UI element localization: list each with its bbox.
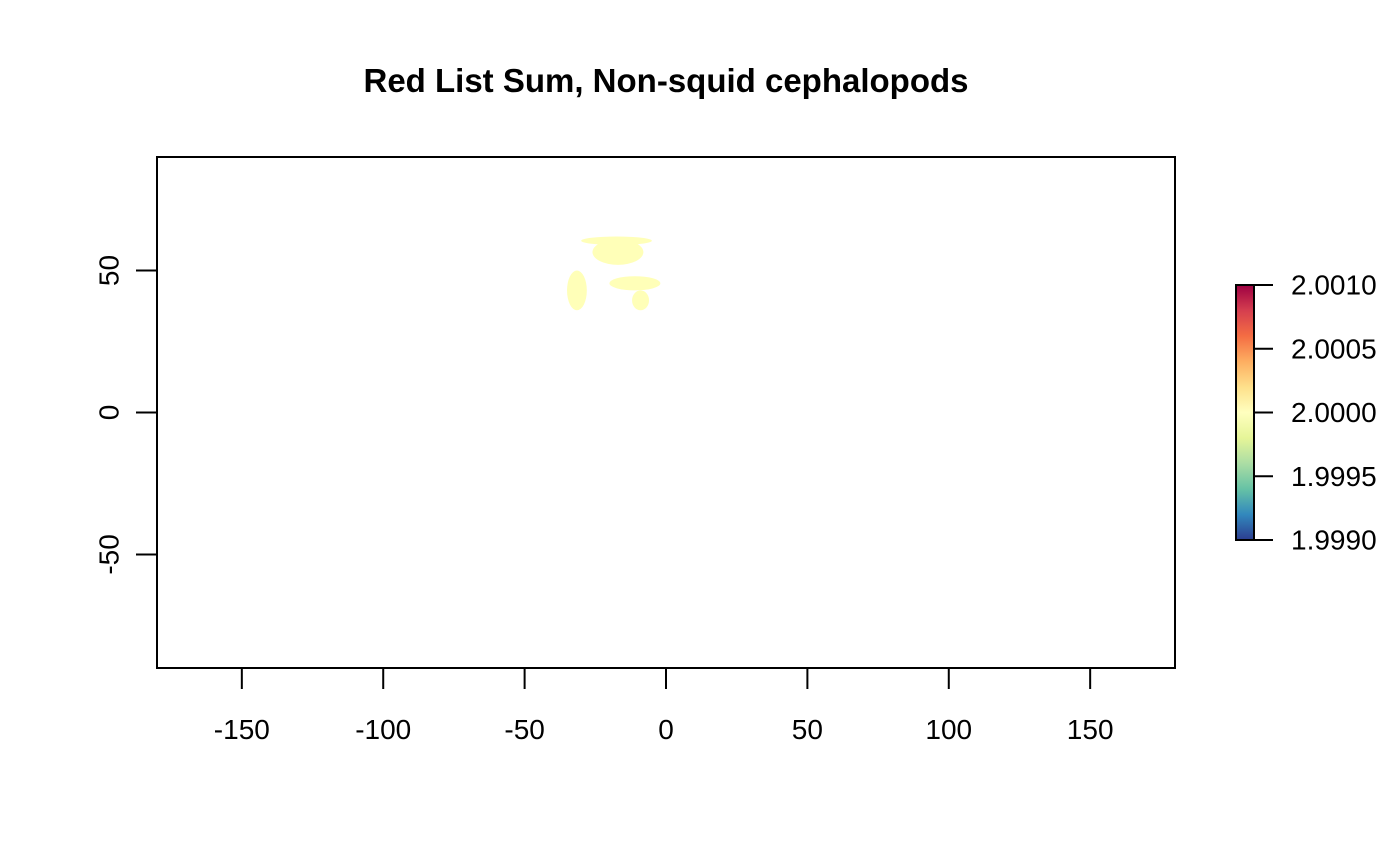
legend-colorbar [1235,284,1255,541]
x-tick-label: 100 [925,714,972,745]
y-tick-label: -50 [94,534,125,574]
raster-layer [567,236,661,311]
y-tick-label: 50 [94,255,125,286]
raster-cell-region [609,276,661,291]
y-axis: -50 0 50 [94,255,158,575]
raster-cell-region [567,270,587,311]
x-tick-label: 0 [658,714,674,745]
x-tick-label: -100 [355,714,411,745]
legend-tick-label: 2.0000 [1291,397,1377,428]
plot-title: Red List Sum, Non-squid cephalopods [363,62,968,99]
x-tick-label: 50 [792,714,823,745]
color-legend: 2.0010 2.0005 2.0000 1.9995 1.9990 [1235,270,1377,556]
legend-tick-label: 2.0010 [1291,270,1377,301]
raster-cell-region [592,239,644,265]
x-tick-label: 150 [1067,714,1114,745]
x-axis: -150 -100 -50 0 50 100 150 [214,667,1114,745]
legend-tick-label: 2.0005 [1291,333,1377,364]
x-tick-label: -150 [214,714,270,745]
y-tick-label: 0 [94,405,125,421]
legend-tick-label: 1.9990 [1291,525,1377,556]
plot-frame [156,156,1176,669]
x-tick-label: -50 [504,714,544,745]
legend-tick-label: 1.9995 [1291,461,1377,492]
raster-cell-region [632,290,650,311]
